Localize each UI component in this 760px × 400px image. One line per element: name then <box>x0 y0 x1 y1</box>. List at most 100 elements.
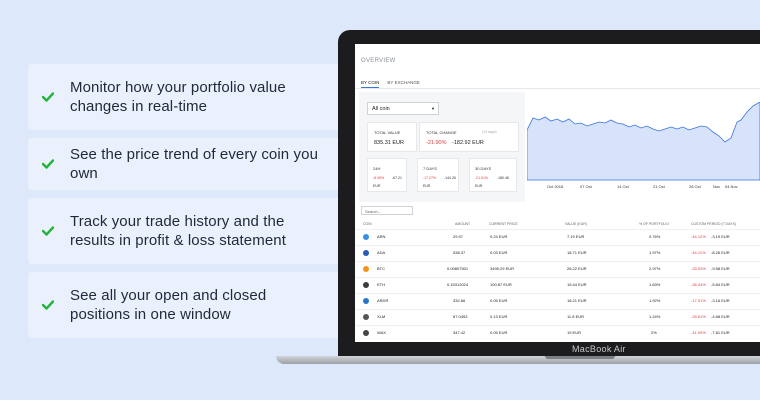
table-row[interactable]: ARDR 332.66 0.05 EUR 18.21 EUR 1.92% -17… <box>355 293 760 306</box>
period-card-7d: 7 DAYS -17.27% -144.26 EUR <box>417 158 459 192</box>
coin-name: BTC <box>377 266 385 271</box>
coin-change-eur: -8.26 EUR <box>711 250 730 255</box>
coin-amount: 0.15312024 <box>447 282 469 287</box>
checkmark-icon <box>42 92 70 102</box>
coin-value: 28.22 EUR <box>567 266 587 271</box>
coin-price: 100.87 EUR <box>490 282 512 287</box>
checkmark-icon <box>42 226 70 236</box>
table-row[interactable]: ADA 538.37 0.03 EUR 18.71 EUR 1.97% -44.… <box>355 245 760 258</box>
coin-change-eur: -5.84 EUR <box>711 282 730 287</box>
total-change-pct: -21.90% <box>426 140 447 146</box>
period-pct: -21.61% <box>475 176 489 180</box>
coin-value: 15.44 EUR <box>567 282 587 287</box>
coin-change-pct: -41.09% <box>691 330 706 335</box>
page-title: OVERVIEW <box>361 58 396 64</box>
period-eur: -180.48 <box>497 176 509 180</box>
coin-price: 0.05 EUR <box>490 330 508 335</box>
feature-item: Track your trade history and the results… <box>28 198 340 264</box>
ada-coin-icon <box>363 250 369 256</box>
coin-select-value: All coin <box>372 106 390 112</box>
coin-name: ADA <box>377 250 386 255</box>
table-row[interactable]: WAX 347.42 0.05 EUR 19 EUR 2% -41.09% -7… <box>355 325 760 338</box>
feature-list: Monitor how your portfolio value changes… <box>28 64 340 346</box>
coin-name: WAX <box>377 330 386 335</box>
total-change-label: TOTAL CHANGE <box>426 130 457 135</box>
chart-x-label: 04 Nov <box>725 184 738 189</box>
checkmark-icon <box>42 300 70 310</box>
coin-price: 0.24 EUR <box>490 234 508 239</box>
app-screen: OVERVIEW BY COIN BY EXCHANGE All coin ▼ … <box>355 44 760 342</box>
period-unit: EUR <box>373 184 381 188</box>
laptop-notch <box>545 356 615 359</box>
search-placeholder: Search... <box>365 209 382 214</box>
coin-change-eur: -4.68 EUR <box>711 314 730 319</box>
coin-portfolio-pct: 1.92% <box>649 298 661 303</box>
laptop-brand: MacBook Air <box>572 344 626 354</box>
coin-name: ARDR <box>377 298 389 303</box>
coin-amount: 332.66 <box>453 298 466 303</box>
coin-value: 7.19 EUR <box>567 234 585 239</box>
period-eur: -144.26 <box>444 176 456 180</box>
coin-change-pct: -39.61% <box>691 314 706 319</box>
tab-bar: BY COIN BY EXCHANGE <box>361 80 420 88</box>
total-value-card: TOTAL VALUE 835.31 EUR <box>367 122 417 152</box>
period-unit: EUR <box>475 184 483 188</box>
column-header[interactable]: COIN <box>363 222 372 226</box>
column-header[interactable]: CUSTOM PERIOD (7 DAYS) <box>691 222 736 226</box>
search-input[interactable]: Search... <box>361 206 413 215</box>
column-header[interactable]: CURRENT PRICE <box>489 222 518 226</box>
chart-area-path <box>526 101 760 181</box>
feature-text: See all your open and closed positions i… <box>70 287 267 323</box>
coin-portfolio-pct: 1.24% <box>649 314 661 319</box>
chart-x-label: 14 Oct <box>617 184 629 189</box>
feature-item: Monitor how your portfolio value changes… <box>28 64 340 130</box>
period-unit: EUR <box>423 184 431 188</box>
coin-value: 19 EUR <box>567 330 582 335</box>
total-change-card: TOTAL CHANGE (13 days) -21.90% -182.92 E… <box>419 122 519 152</box>
coin-portfolio-pct: 1.63% <box>649 282 661 287</box>
tab-by-coin[interactable]: BY COIN <box>361 80 380 88</box>
chevron-down-icon: ▼ <box>431 106 435 111</box>
period-label: 30 DAYS <box>475 166 492 171</box>
coin-value: 18.21 EUR <box>567 298 587 303</box>
eth-coin-icon <box>363 282 369 288</box>
feature-text: Monitor how your portfolio value changes… <box>70 79 286 115</box>
feature-item: See all your open and closed positions i… <box>28 272 340 338</box>
chart-x-label: Nov <box>713 184 721 189</box>
coin-portfolio-pct: 2% <box>651 330 657 335</box>
coin-amount: 538.37 <box>453 250 466 255</box>
column-header[interactable]: % OF PORTFOLIO <box>639 222 670 226</box>
coin-amount: 347.42 <box>453 330 466 335</box>
coin-change-eur: -9.58 EUR <box>711 266 730 271</box>
period-pct: -17.27% <box>423 176 437 180</box>
coin-name: ETH <box>377 282 385 287</box>
period-card-24h: 24H -8.05% -67.21 EUR <box>367 158 407 192</box>
coin-change-pct: -36.44% <box>691 282 706 287</box>
chart-x-label: 28 Oct <box>689 184 701 189</box>
checkmark-icon <box>42 159 70 169</box>
portfolio-chart[interactable]: Oct 2018 07 Oct 14 Oct 21 Oct 28 Oct Nov… <box>526 101 760 192</box>
coin-select[interactable]: All coin ▼ <box>367 102 439 115</box>
total-change-period: (13 days) <box>482 130 497 134</box>
laptop-base <box>276 356 760 364</box>
total-change-eur: -182.92 EUR <box>452 140 484 146</box>
feature-item: See the price trend of every coin you ow… <box>28 138 340 190</box>
chart-x-label: 21 Oct <box>653 184 665 189</box>
table-row[interactable]: BTC 0.00807501 3495.29 EUR 28.22 EUR 2.9… <box>355 261 760 274</box>
table-row[interactable]: ARN 29.97 0.24 EUR 7.19 EUR 0.76% -44.12… <box>355 229 760 242</box>
period-eur: -67.21 <box>392 176 402 180</box>
total-value-label: TOTAL VALUE <box>374 130 401 135</box>
coin-amount: 87.0453 <box>453 314 468 319</box>
chart-x-label: 07 Oct <box>580 184 592 189</box>
tab-by-exchange[interactable]: BY EXCHANGE <box>387 80 420 85</box>
coin-change-pct: -44.11% <box>691 250 706 255</box>
coin-change-eur: -3.19 EUR <box>711 234 730 239</box>
column-header[interactable]: VALUE (EUR) <box>565 222 587 226</box>
coin-change-pct: -17.01% <box>691 298 706 303</box>
coin-change-eur: -3.16 EUR <box>711 298 730 303</box>
table-row[interactable]: ETH 0.15312024 100.87 EUR 15.44 EUR 1.63… <box>355 277 760 290</box>
table-row[interactable]: XLM 87.0453 0.13 EUR 11.8 EUR 1.24% -39.… <box>355 309 760 322</box>
portfolio-chart-svg <box>526 101 760 181</box>
coin-price: 0.03 EUR <box>490 250 508 255</box>
column-header[interactable]: AMOUNT <box>455 222 471 226</box>
